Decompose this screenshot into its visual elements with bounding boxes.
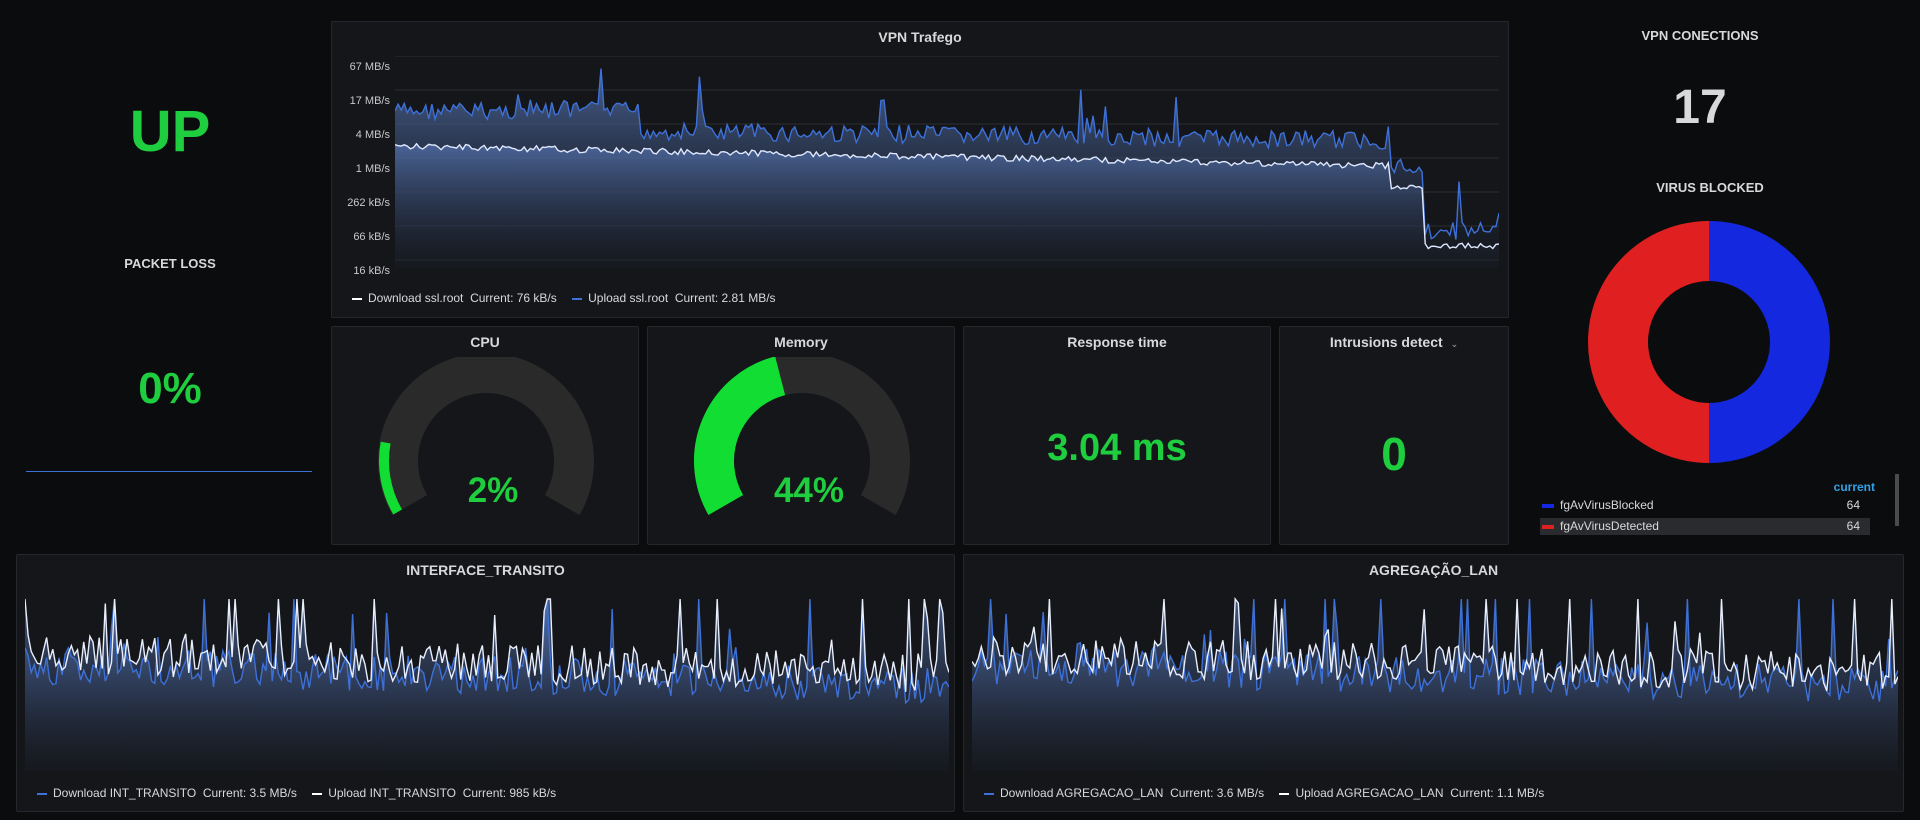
legend-series-name: Upload INT_TRANSITO bbox=[328, 786, 457, 800]
chevron-down-icon[interactable]: ⌄ bbox=[1450, 339, 1459, 349]
series-area bbox=[972, 599, 1898, 771]
packet-loss-title: PACKET LOSS bbox=[124, 256, 216, 271]
series-swatch bbox=[572, 297, 583, 300]
panel-title[interactable]: AGREGAÇÃO_LAN bbox=[1368, 562, 1499, 578]
vpn-traffic-graph[interactable] bbox=[395, 56, 1499, 268]
series-swatch bbox=[1542, 525, 1554, 529]
y-tick: 16 kB/s bbox=[353, 265, 390, 277]
series-line bbox=[395, 68, 1499, 240]
y-tick: 66 kB/s bbox=[353, 231, 390, 243]
series-line bbox=[25, 598, 949, 692]
legend-item[interactable]: Download ssl.root Current: 76 kB/s bbox=[352, 291, 557, 305]
agregacao-lan-panel: AGREGAÇÃO_LAN Download AGREGACAO_LAN Cur… bbox=[963, 554, 1904, 812]
legend-row[interactable]: fgAvVirusDetected 64 bbox=[1540, 518, 1870, 535]
legend-series-name: Upload ssl.root bbox=[588, 291, 669, 305]
legend-series-name: fgAvVirusDetected bbox=[1560, 519, 1659, 533]
series-area bbox=[395, 143, 1499, 268]
series-swatch bbox=[312, 792, 323, 795]
legend-item[interactable]: Download INT_TRANSITO Current: 3.5 MB/s bbox=[37, 786, 297, 800]
status-value: UP bbox=[129, 99, 211, 164]
panel-title[interactable]: CPU bbox=[470, 334, 500, 350]
legend-current: Current: 3.5 MB/s bbox=[202, 786, 297, 800]
virus-blocked-panel: VIRUS BLOCKED current fgAvVirusBlocked 6… bbox=[1520, 175, 1900, 545]
cpu-gauge bbox=[378, 357, 594, 515]
response-time-panel: Response time 3.04 ms bbox=[963, 326, 1271, 545]
response-time-value: 3.04 ms bbox=[1047, 427, 1187, 469]
series-line bbox=[395, 142, 1499, 250]
legend-current: Current: 1.1 MB/s bbox=[1450, 786, 1545, 800]
donut-slice-detected[interactable] bbox=[1588, 221, 1830, 463]
series-swatch bbox=[984, 792, 994, 795]
legend-current: Current: 985 kB/s bbox=[462, 786, 557, 800]
gauge-track bbox=[378, 357, 594, 515]
legend-series-value: 64 bbox=[1846, 519, 1860, 533]
legend-series-name: Download AGREGACAO_LAN bbox=[1000, 786, 1164, 800]
panel-title[interactable]: Intrusions detect ⌄ bbox=[1280, 334, 1508, 350]
panel-title[interactable]: Response time bbox=[1067, 334, 1167, 350]
virus-blocked-title: VIRUS BLOCKED bbox=[1656, 180, 1764, 195]
legend-item[interactable]: Upload AGREGACAO_LAN Current: 1.1 MB/s bbox=[1279, 786, 1544, 800]
series-swatch bbox=[1542, 504, 1554, 508]
legend-series-name: Download ssl.root bbox=[368, 291, 464, 305]
y-tick: 1 MB/s bbox=[355, 163, 390, 175]
vpn-connections-title: VPN CONECTIONS bbox=[1641, 28, 1759, 43]
intrusions-panel: Intrusions detect ⌄ 0 bbox=[1279, 326, 1509, 545]
panel-title[interactable]: INTERFACE_TRANSITO bbox=[406, 562, 565, 578]
vpn-connections-panel: VPN CONECTIONS 17 bbox=[1520, 22, 1880, 142]
vpn-traffic-panel: VPN Trafego 67 MB/s 17 MB/s 4 MB/s 1 MB/… bbox=[331, 21, 1509, 318]
memory-panel: Memory 44% bbox=[647, 326, 955, 545]
cpu-panel: CPU 2% bbox=[331, 326, 639, 545]
packet-loss-panel: PACKET LOSS 0% bbox=[20, 250, 320, 480]
legend-item[interactable]: Download AGREGACAO_LAN Current: 3.6 MB/s bbox=[984, 786, 1264, 800]
cpu-value: 2% bbox=[467, 471, 519, 510]
graph-legend: Download INT_TRANSITO Current: 3.5 MB/s … bbox=[37, 786, 568, 800]
legend-current: Current: 3.6 MB/s bbox=[1170, 786, 1265, 800]
vpn-connections-value: 17 bbox=[1673, 81, 1727, 134]
donut-legend: current fgAvVirusBlocked 64 fgAvVirusDet… bbox=[1540, 474, 1900, 540]
legend-header[interactable]: current bbox=[1833, 480, 1875, 494]
legend-series-value: 64 bbox=[1846, 498, 1860, 512]
gauge-fill bbox=[379, 441, 403, 515]
panel-title[interactable]: Memory bbox=[774, 334, 828, 350]
legend-item[interactable]: Upload INT_TRANSITO Current: 985 kB/s bbox=[312, 786, 556, 800]
legend-scrollbar[interactable] bbox=[1895, 474, 1899, 526]
series-swatch bbox=[37, 792, 47, 795]
y-tick: 4 MB/s bbox=[355, 129, 390, 141]
series-line bbox=[972, 597, 1898, 692]
graph-legend: Download AGREGACAO_LAN Current: 3.6 MB/s… bbox=[984, 786, 1556, 800]
y-tick: 262 kB/s bbox=[347, 197, 390, 209]
legend-series-name: Upload AGREGACAO_LAN bbox=[1295, 786, 1444, 800]
legend-series-name: fgAvVirusBlocked bbox=[1560, 498, 1654, 512]
interface-transito-graph[interactable] bbox=[25, 595, 949, 771]
panel-title[interactable]: VPN Trafego bbox=[878, 29, 962, 45]
y-tick: 67 MB/s bbox=[349, 61, 390, 73]
legend-item[interactable]: Upload ssl.root Current: 2.81 MB/s bbox=[572, 291, 776, 305]
memory-value: 44% bbox=[773, 471, 845, 510]
series-swatch bbox=[352, 297, 362, 300]
status-panel: UP bbox=[20, 70, 320, 190]
intrusions-value: 0 bbox=[1381, 428, 1407, 480]
y-tick: 17 MB/s bbox=[349, 95, 390, 107]
legend-series-name: Download INT_TRANSITO bbox=[53, 786, 197, 800]
virus-donut-chart[interactable] bbox=[1579, 212, 1839, 472]
series-line bbox=[25, 598, 949, 705]
series-line bbox=[972, 598, 1898, 702]
graph-legend: Download ssl.root Current: 76 kB/s Uploa… bbox=[352, 291, 788, 305]
gauge-fill bbox=[694, 357, 786, 515]
legend-current: Current: 76 kB/s bbox=[470, 291, 557, 305]
agregacao-lan-graph[interactable] bbox=[972, 595, 1898, 771]
memory-gauge bbox=[694, 357, 910, 515]
packet-loss-sparkline bbox=[26, 471, 312, 472]
packet-loss-value: 0% bbox=[138, 364, 202, 413]
legend-row[interactable]: fgAvVirusBlocked 64 bbox=[1540, 497, 1870, 514]
interface-transito-panel: INTERFACE_TRANSITO Download INT_TRANSITO… bbox=[16, 554, 955, 812]
y-axis: 67 MB/s 17 MB/s 4 MB/s 1 MB/s 262 kB/s 6… bbox=[332, 22, 390, 319]
panel-title-text: Intrusions detect bbox=[1329, 334, 1443, 350]
legend-current: Current: 2.81 MB/s bbox=[674, 291, 776, 305]
series-swatch bbox=[1279, 792, 1290, 795]
